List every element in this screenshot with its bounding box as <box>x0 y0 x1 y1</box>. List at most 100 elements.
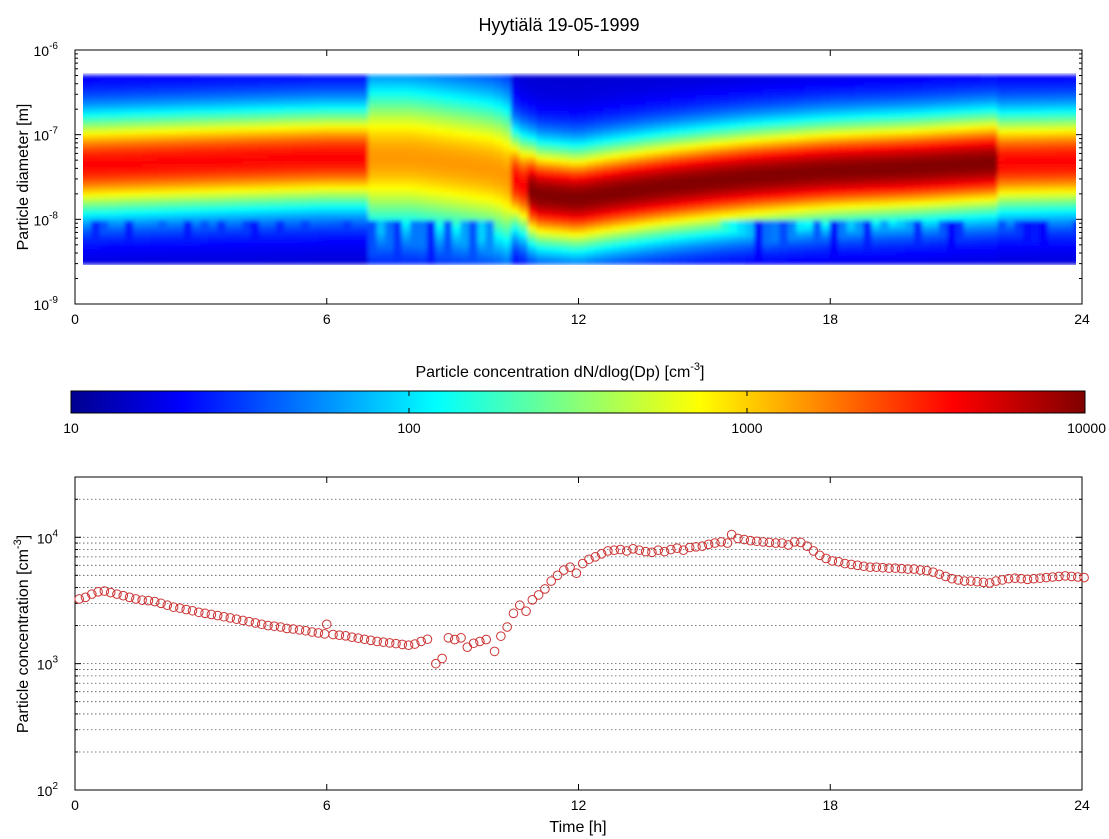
heatmap-cell <box>645 131 656 137</box>
heatmap-cell <box>191 96 202 102</box>
heatmap-cell <box>561 134 572 140</box>
heatmap-cell <box>762 256 773 262</box>
heatmap-cell <box>452 162 463 168</box>
heatmap-cell <box>317 147 328 152</box>
heatmap-cell <box>175 106 186 111</box>
heatmap-cell <box>703 140 714 146</box>
heatmap-cell <box>695 103 706 108</box>
heatmap-cell <box>670 244 681 249</box>
heatmap-cell <box>267 112 278 118</box>
heatmap-cell <box>443 131 454 137</box>
heatmap-cell <box>418 90 429 96</box>
heatmap-cell <box>561 250 572 256</box>
heatmap-cell <box>603 250 614 256</box>
heatmap-cell <box>359 118 370 124</box>
heatmap-cell <box>124 172 135 177</box>
heatmap-cell <box>720 109 731 115</box>
heatmap-cell <box>284 244 295 249</box>
heatmap-cell <box>661 147 672 152</box>
heatmap-cell <box>384 137 395 143</box>
heatmap-cell <box>175 190 186 196</box>
heatmap-cell <box>124 219 135 224</box>
heatmap-cell <box>578 187 588 193</box>
heatmap-cell <box>712 244 723 249</box>
heatmap-cell <box>536 134 546 140</box>
heatmap-cell <box>603 109 614 115</box>
heatmap-cell <box>133 122 144 127</box>
heatmap-cell <box>460 81 471 86</box>
heatmap-cell <box>275 178 286 184</box>
heatmap-cell <box>561 178 572 184</box>
heatmap-cell <box>309 93 320 99</box>
heatmap-cell <box>242 87 253 93</box>
heatmap-cell <box>687 253 697 259</box>
heatmap-cell <box>561 140 572 146</box>
heatmap-cell <box>678 159 689 165</box>
heatmap-cell <box>150 216 160 221</box>
heatmap-cell <box>720 190 731 196</box>
heatmap-cell <box>410 147 421 152</box>
heatmap-cell <box>418 109 429 115</box>
heatmap-cell <box>108 225 118 231</box>
heatmap-cell <box>309 259 320 265</box>
heatmap-cell <box>393 253 404 259</box>
heatmap-cell <box>426 140 437 146</box>
heatmap-cell <box>301 216 311 221</box>
heatmap-cell <box>729 122 739 127</box>
heatmap-cell <box>754 169 765 174</box>
heatmap-cell <box>552 212 563 218</box>
heatmap-cell <box>628 87 639 93</box>
heatmap-cell <box>343 140 353 146</box>
heatmap-cell <box>376 131 387 137</box>
heatmap-cell <box>695 187 706 193</box>
heatmap-cell <box>393 100 404 105</box>
heatmap-cell <box>359 194 370 199</box>
heatmap-cell <box>284 109 295 115</box>
heatmap-cell <box>124 181 135 187</box>
heatmap-cell <box>301 125 311 130</box>
heatmap-cell <box>695 256 706 262</box>
heatmap-cell <box>703 93 714 99</box>
heatmap-cell <box>754 247 765 253</box>
heatmap-cell <box>108 194 118 199</box>
heatmap-cell <box>401 103 412 108</box>
heatmap-cell <box>687 112 697 118</box>
heatmap-cell <box>653 100 664 105</box>
heatmap-cell <box>401 90 412 96</box>
heatmap-cell <box>200 244 211 249</box>
heatmap-cell <box>712 147 723 152</box>
heatmap-cell <box>200 194 211 199</box>
heatmap-cell <box>292 156 303 162</box>
heatmap-cell <box>703 216 714 221</box>
heatmap-cell <box>141 81 152 86</box>
heatmap-cell <box>435 106 446 111</box>
heatmap-cell <box>754 134 765 140</box>
heatmap-cell <box>536 178 546 184</box>
heatmap-cell <box>217 165 228 171</box>
heatmap-cell <box>628 234 639 240</box>
heatmap-cell <box>275 259 286 265</box>
heatmap-cell <box>720 256 731 262</box>
heatmap-cell <box>636 241 647 246</box>
heatmap-cell <box>645 194 656 199</box>
heatmap-cell <box>510 203 521 209</box>
heatmap-cell <box>217 169 228 174</box>
heatmap-cell <box>443 259 454 265</box>
heatmap-cell <box>468 194 479 199</box>
heatmap-cell <box>326 206 337 212</box>
heatmap-cell <box>124 247 135 253</box>
heatmap-cell <box>309 131 320 137</box>
heatmap-cell <box>510 253 521 259</box>
heatmap-cell <box>745 253 756 259</box>
heatmap-cell <box>116 234 127 240</box>
heatmap-cell <box>418 159 429 165</box>
heatmap-cell <box>477 219 488 224</box>
heatmap-cell <box>418 156 429 162</box>
heatmap-cell <box>217 194 228 199</box>
heatmap-cell <box>410 203 421 209</box>
heatmap-cell <box>695 162 706 168</box>
heatmap-cell <box>695 165 706 171</box>
heatmap-cell <box>150 100 160 105</box>
heatmap-cell <box>712 87 723 93</box>
heatmap-cell <box>317 156 328 162</box>
